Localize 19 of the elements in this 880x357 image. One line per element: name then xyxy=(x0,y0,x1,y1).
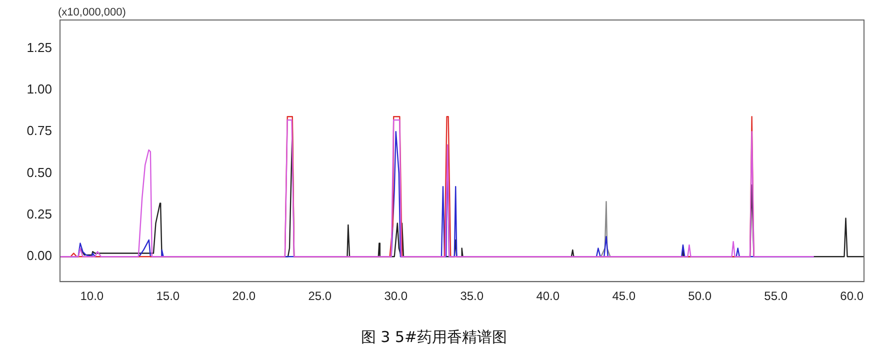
x-tick-label: 15.0 xyxy=(156,289,180,304)
y-tick-label: 1.00 xyxy=(26,82,52,97)
x-tick-label: 35.0 xyxy=(460,289,484,304)
y-tick-label: 0.50 xyxy=(26,164,52,180)
x-tick-label: 30.0 xyxy=(384,289,408,304)
x-tick-label: 10.0 xyxy=(80,289,104,304)
y-tick-label: 1.25 xyxy=(26,40,52,55)
x-tick-label: 60.0 xyxy=(840,289,864,304)
x-tick-label: 55.0 xyxy=(764,289,788,304)
text: (x10,000,000) xyxy=(58,6,126,19)
x-tick-label: 25.0 xyxy=(308,289,332,304)
x-tick-label: 40.0 xyxy=(536,289,560,304)
y-tick-label: 0.25 xyxy=(26,206,52,222)
x-tick-label: 20.0 xyxy=(232,289,256,304)
text: 图 3 5#药用香精谱图 xyxy=(360,328,508,346)
y-tick-label: 0.75 xyxy=(26,123,52,138)
x-tick-label: 45.0 xyxy=(612,289,636,304)
y-tick-label: 0.00 xyxy=(26,248,52,264)
x-tick-label: 50.0 xyxy=(688,289,712,304)
